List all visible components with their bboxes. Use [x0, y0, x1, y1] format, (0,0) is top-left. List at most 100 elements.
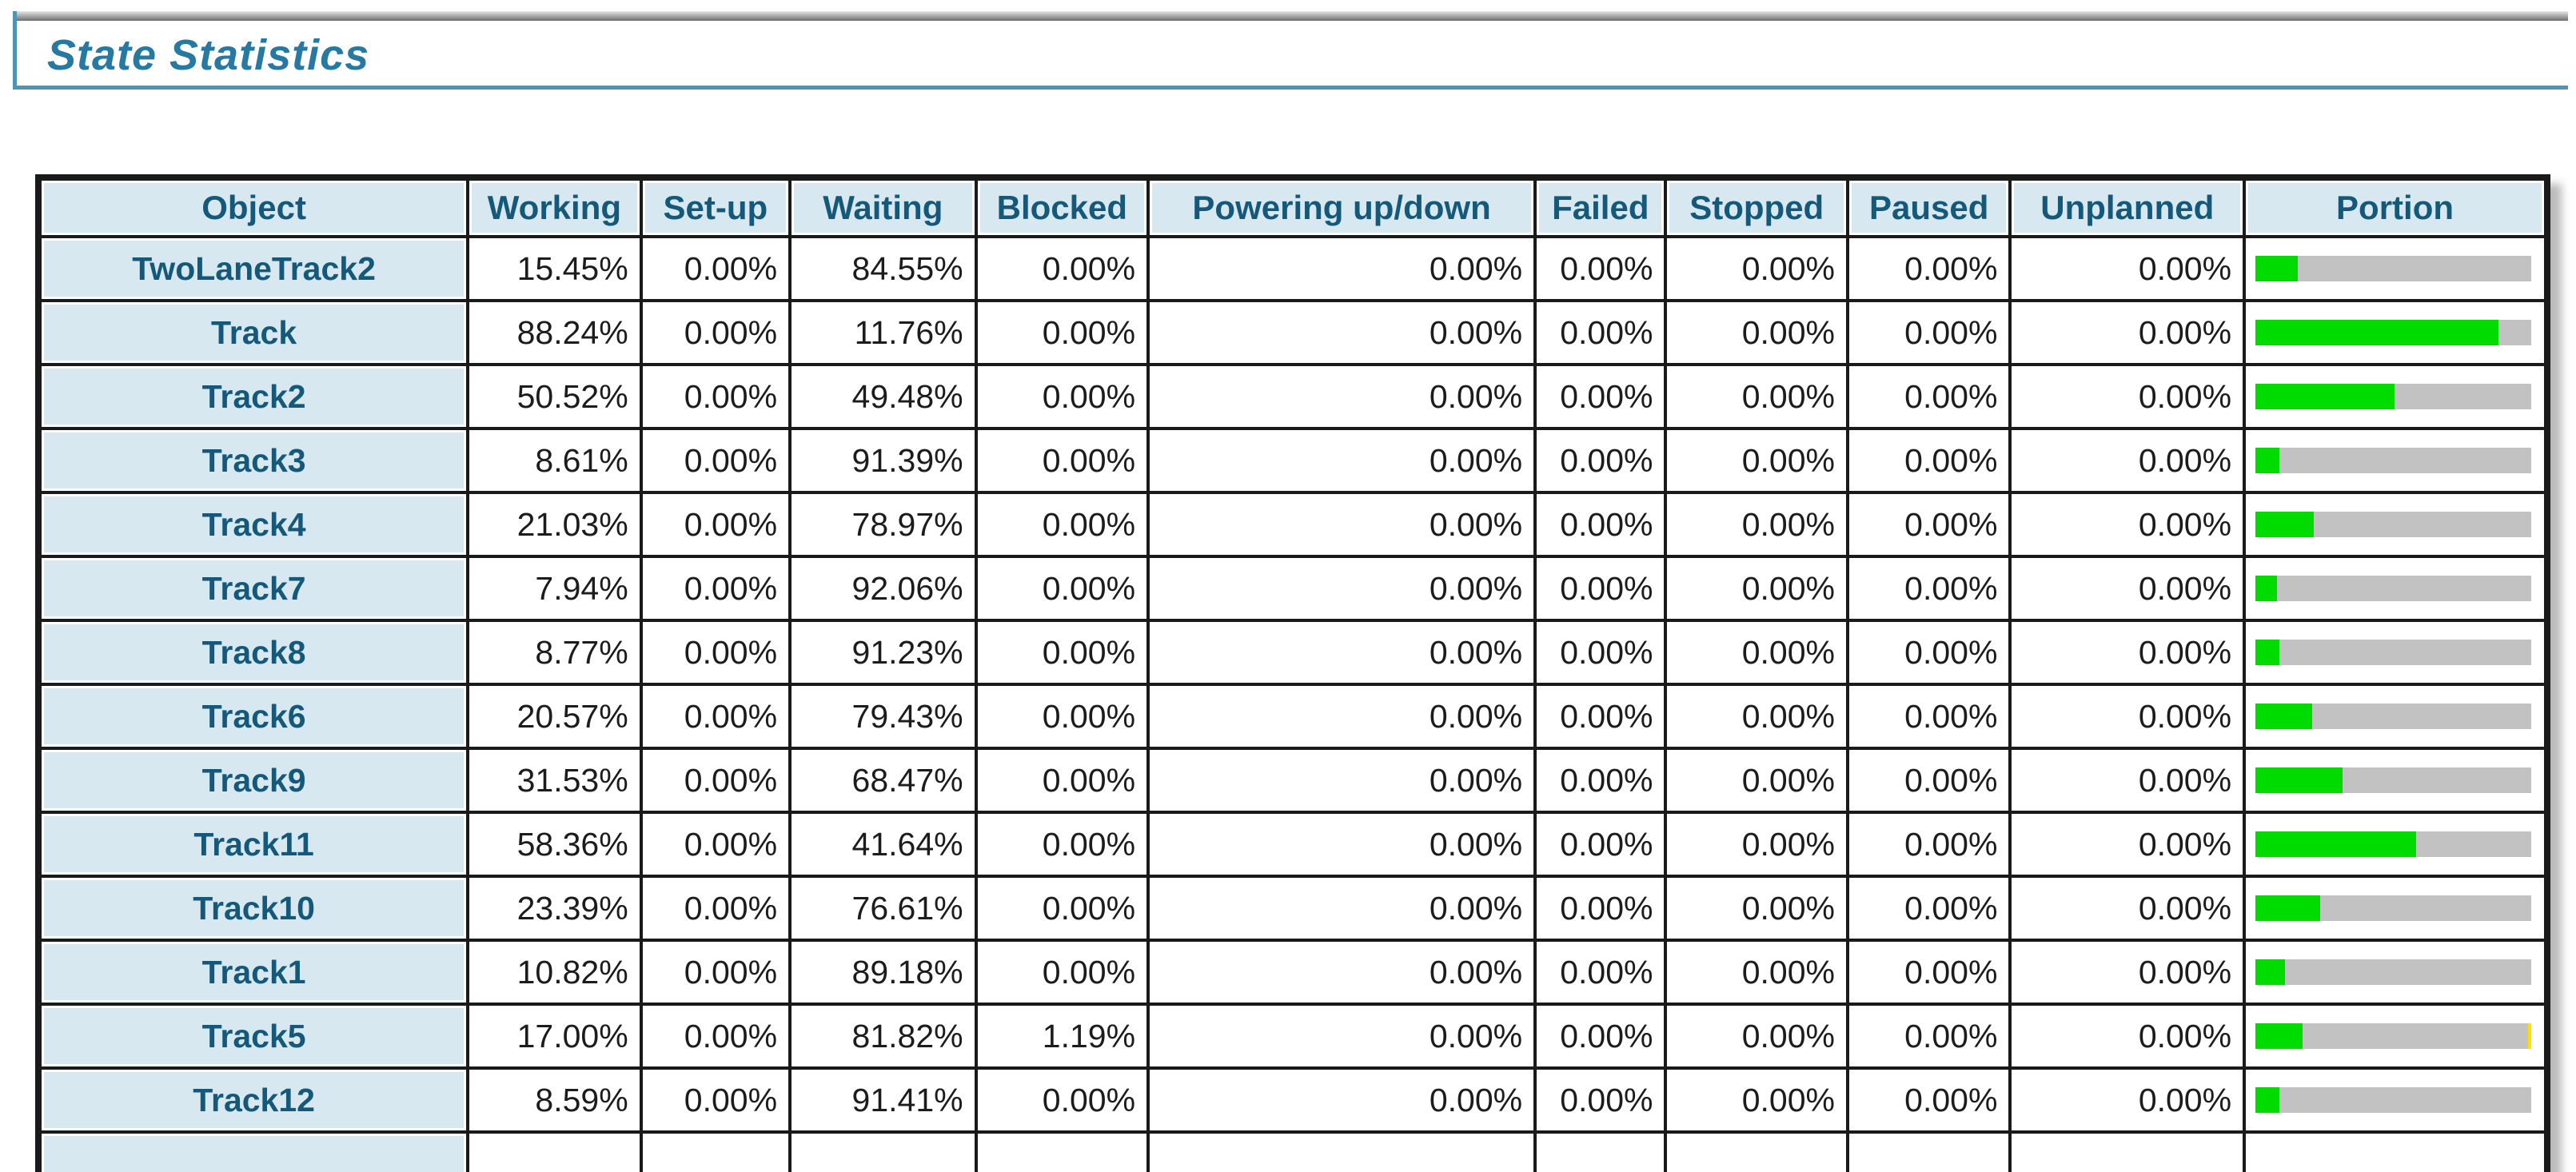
paused-cell: 0.00% — [1845, 747, 2012, 814]
blocked-cell: 0.00% — [974, 811, 1150, 878]
table-row: Track6 20.57% 0.00% 79.43% 0.00% 0.00% 0… — [36, 683, 2549, 750]
powering-cell: 0.00% — [1146, 299, 1537, 366]
setup-cell: 0.00% — [639, 427, 792, 494]
portion-waiting-segment — [2313, 512, 2531, 537]
table-row: Track1 10.82% 0.00% 89.18% 0.00% 0.00% 0… — [36, 939, 2549, 1006]
portion-bar — [2255, 320, 2531, 345]
blocked-cell: 0.00% — [974, 747, 1150, 814]
working-cell — [466, 1130, 643, 1172]
portion-bar — [2255, 576, 2531, 601]
portion-working-segment — [2255, 1087, 2279, 1113]
page-title: State Statistics — [47, 31, 370, 79]
state-statistics-table: Object Working Set-up Waiting Blocked Po… — [35, 174, 2550, 1172]
object-name-cell[interactable]: TwoLaneTrack2 — [36, 235, 470, 302]
portion-waiting-segment — [2279, 448, 2531, 473]
working-cell: 21.03% — [466, 491, 643, 558]
object-name-cell[interactable]: Track2 — [36, 363, 470, 430]
portion-cell — [2243, 1003, 2549, 1070]
object-name-cell[interactable]: Track11 — [36, 811, 470, 878]
stopped-cell: 0.00% — [1664, 1066, 1849, 1134]
powering-cell: 0.00% — [1146, 1003, 1537, 1070]
object-name-cell[interactable]: Track3 — [36, 427, 470, 494]
waiting-cell: 91.41% — [788, 1066, 978, 1134]
object-name-cell[interactable]: Track1 — [36, 939, 470, 1006]
failed-cell: 0.00% — [1533, 1066, 1668, 1134]
object-name-cell[interactable]: Track5 — [36, 1003, 470, 1070]
column-header-stopped: Stopped — [1664, 176, 1849, 238]
column-header-portion: Portion — [2243, 176, 2549, 238]
failed-cell: 0.00% — [1533, 491, 1668, 558]
setup-cell: 0.00% — [639, 491, 792, 558]
paused-cell: 0.00% — [1845, 363, 2012, 430]
table-row: Track8 8.77% 0.00% 91.23% 0.00% 0.00% 0.… — [36, 619, 2549, 686]
table-row: Track9 31.53% 0.00% 68.47% 0.00% 0.00% 0… — [36, 747, 2549, 814]
unplanned-cell: 0.00% — [2008, 363, 2247, 430]
table-body: TwoLaneTrack2 15.45% 0.00% 84.55% 0.00% … — [36, 235, 2549, 1172]
failed-cell: 0.00% — [1533, 747, 1668, 814]
column-header-setup: Set-up — [639, 176, 792, 238]
portion-working-segment — [2255, 384, 2395, 409]
header-row: Object Working Set-up Waiting Blocked Po… — [36, 176, 2549, 238]
portion-working-segment — [2255, 704, 2313, 729]
working-cell: 31.53% — [466, 747, 643, 814]
unplanned-cell: 0.00% — [2008, 1003, 2247, 1070]
paused-cell: 0.00% — [1845, 235, 2012, 302]
powering-cell: 0.00% — [1146, 235, 1537, 302]
failed-cell: 0.00% — [1533, 1003, 1668, 1070]
unplanned-cell: 0.00% — [2008, 875, 2247, 942]
portion-cell — [2243, 939, 2549, 1006]
portion-bar — [2255, 704, 2531, 729]
object-name-cell[interactable]: Track7 — [36, 555, 470, 622]
portion-bar — [2255, 1087, 2531, 1113]
setup-cell: 0.00% — [639, 299, 792, 366]
portion-waiting-segment — [2277, 576, 2531, 601]
blocked-cell — [974, 1130, 1150, 1172]
unplanned-cell: 0.00% — [2008, 299, 2247, 366]
portion-cell — [2243, 299, 2549, 366]
waiting-cell: 68.47% — [788, 747, 978, 814]
table-row: Track11 58.36% 0.00% 41.64% 0.00% 0.00% … — [36, 811, 2549, 878]
table-row: TwoLaneTrack2 15.45% 0.00% 84.55% 0.00% … — [36, 235, 2549, 302]
stopped-cell: 0.00% — [1664, 363, 1849, 430]
portion-waiting-segment — [2312, 704, 2531, 729]
setup-cell: 0.00% — [639, 555, 792, 622]
portion-waiting-segment — [2279, 1087, 2531, 1113]
object-name-cell[interactable]: Track9 — [36, 747, 470, 814]
failed-cell: 0.00% — [1533, 939, 1668, 1006]
column-header-failed: Failed — [1533, 176, 1668, 238]
portion-waiting-segment — [2279, 640, 2531, 665]
waiting-cell: 89.18% — [788, 939, 978, 1006]
paused-cell: 0.00% — [1845, 875, 2012, 942]
report-title-bar: State Statistics — [13, 11, 2568, 90]
failed-cell: 0.00% — [1533, 619, 1668, 686]
blocked-cell: 0.00% — [974, 875, 1150, 942]
stopped-cell: 0.00% — [1664, 491, 1849, 558]
failed-cell: 0.00% — [1533, 363, 1668, 430]
stopped-cell: 0.00% — [1664, 875, 1849, 942]
paused-cell: 0.00% — [1845, 427, 2012, 494]
working-cell: 15.45% — [466, 235, 643, 302]
waiting-cell: 11.76% — [788, 299, 978, 366]
waiting-cell: 81.82% — [788, 1003, 978, 1070]
waiting-cell: 41.64% — [788, 811, 978, 878]
portion-waiting-segment — [2298, 256, 2531, 281]
setup-cell: 0.00% — [639, 1066, 792, 1134]
object-name-cell[interactable]: Track12 — [36, 1066, 470, 1134]
object-name-cell[interactable]: Track8 — [36, 619, 470, 686]
stopped-cell: 0.00% — [1664, 427, 1849, 494]
powering-cell: 0.00% — [1146, 747, 1537, 814]
object-name-cell[interactable]: Track4 — [36, 491, 470, 558]
object-name-cell[interactable]: Track6 — [36, 683, 470, 750]
portion-bar — [2255, 256, 2531, 281]
stopped-cell: 0.00% — [1664, 1003, 1849, 1070]
stopped-cell: 0.00% — [1664, 555, 1849, 622]
object-name-cell[interactable] — [36, 1130, 470, 1172]
stopped-cell: 0.00% — [1664, 811, 1849, 878]
portion-cell — [2243, 875, 2549, 942]
portion-bar — [2255, 895, 2531, 921]
portion-cell — [2243, 491, 2549, 558]
object-name-cell[interactable]: Track — [36, 299, 470, 366]
blocked-cell: 0.00% — [974, 619, 1150, 686]
object-name-cell[interactable]: Track10 — [36, 875, 470, 942]
